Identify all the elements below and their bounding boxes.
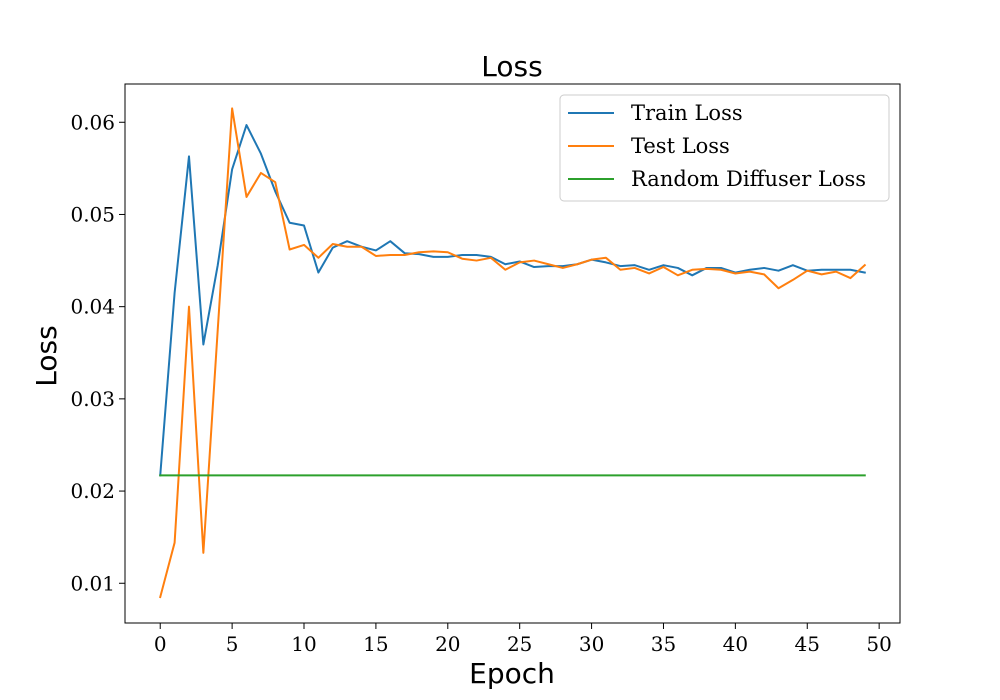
x-tick-label: 45 (795, 632, 820, 656)
y-tick-label: 0.01 (70, 571, 115, 595)
y-axis-label: Loss (30, 325, 63, 386)
x-tick-label: 35 (651, 632, 676, 656)
legend: Train Loss Test Loss Random Diffuser Loss (559, 94, 890, 202)
x-tick-label: 50 (866, 632, 891, 656)
chart-title: Loss (481, 50, 542, 83)
x-tick-label: 15 (363, 632, 388, 656)
y-tick-label: 0.06 (70, 110, 115, 134)
x-tick-label: 0 (154, 632, 167, 656)
x-axis: 0 5 10 15 20 25 30 35 40 45 50 (154, 623, 892, 656)
x-tick-label: 20 (435, 632, 460, 656)
x-tick-label: 25 (507, 632, 532, 656)
y-axis: 0.01 0.02 0.03 0.04 0.05 0.06 (70, 110, 125, 595)
plot-area (124, 83, 901, 624)
y-tick-label: 0.04 (70, 295, 115, 319)
legend-label-2: Random Diffuser Loss (631, 167, 866, 191)
y-tick-label: 0.02 (70, 479, 115, 503)
x-tick-label: 40 (723, 632, 748, 656)
legend-box (559, 94, 890, 202)
legend-label-0: Train Loss (631, 101, 743, 125)
x-tick-label: 10 (291, 632, 316, 656)
legend-label-1: Test Loss (631, 134, 730, 158)
plot-frame (124, 83, 901, 624)
x-axis-label: Epoch (469, 657, 555, 690)
y-tick-label: 0.03 (70, 387, 115, 411)
series-line-1 (159, 107, 867, 599)
x-tick-label: 5 (226, 632, 239, 656)
x-tick-label: 30 (579, 632, 604, 656)
y-tick-label: 0.05 (70, 202, 115, 226)
